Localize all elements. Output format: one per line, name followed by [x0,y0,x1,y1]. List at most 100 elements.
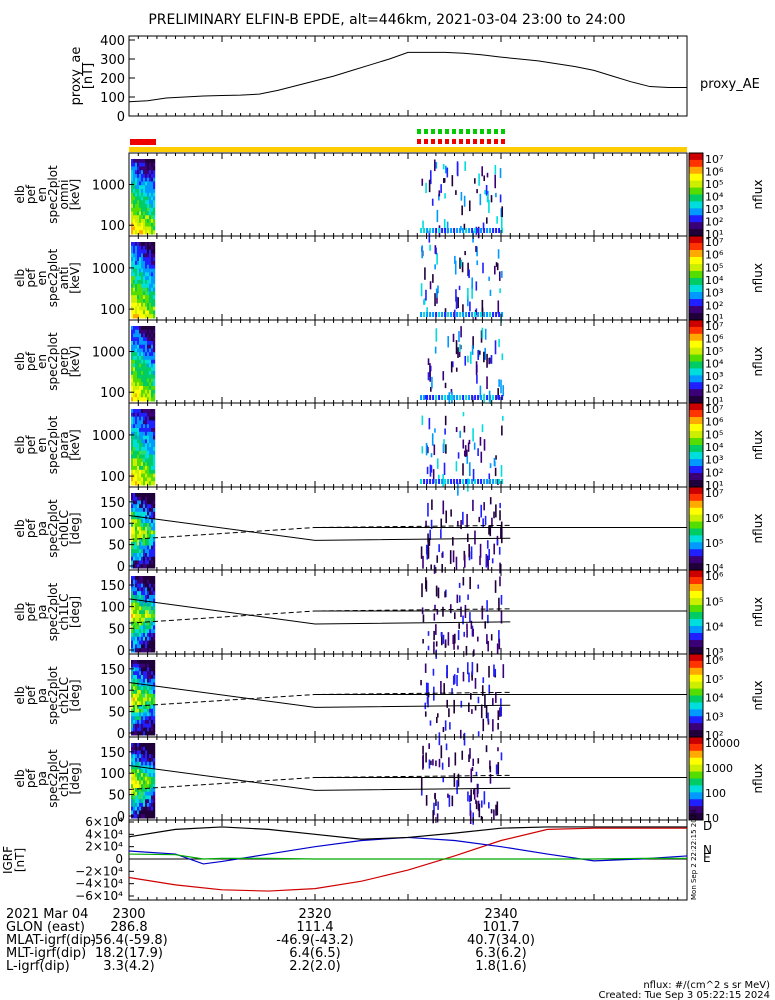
colorbar-tick-label: 10000 [705,737,740,750]
spectrogram-cell [147,204,150,209]
spectrogram-cell [135,614,138,619]
spectrogram-cell [149,610,152,615]
colorbar-tick-label: 10⁴ [705,274,724,287]
spectrogram-cell [149,727,152,732]
colorbar-tick-label: 10⁴ [705,358,724,371]
spectrogram-cell [145,526,148,531]
spectrogram-cell [141,810,144,815]
spectrogram-cell [133,219,136,224]
spectrogram-cell [137,598,140,604]
spectrogram-cell [145,189,148,194]
spectrogram-cell [145,610,148,615]
spectrogram-cell [145,511,148,516]
spectrogram-cell [139,705,142,710]
spectrogram-cell [149,791,152,796]
spectrogram-cell [145,784,148,789]
spectrogram-cell [145,686,148,691]
spectrogram-cell [133,477,136,482]
spectrogram-cell [131,636,134,642]
spectrogram-baseline-cell [480,479,483,484]
colorbar-cell [689,559,703,564]
spectrogram-sparse-cell [468,462,471,477]
spectrogram-cell [143,640,146,645]
spectrogram-cell [137,162,140,167]
spectrogram-cell [151,810,154,815]
spectrogram-cell [149,409,152,414]
spectrogram-cell [135,682,138,687]
spectrogram-cell [135,302,138,308]
spectrogram-cell [147,341,150,346]
spectrogram-cell [135,587,138,592]
spectrogram-sparse-cell [427,645,430,651]
spectrogram-sparse-cell [471,672,473,681]
spectrogram-cell [147,583,150,588]
spectrogram-cell [145,424,148,429]
colorbar-cell [689,750,703,755]
spectrogram-cell [131,170,134,175]
spectrogram-cell [135,795,138,800]
spectrogram-cell [133,264,136,270]
spectrogram-baseline-cell [423,312,426,317]
spectrogram-cell [139,454,142,459]
spectrogram-cell [149,587,152,592]
colorbar-cell [689,364,703,369]
colorbar-label-text: nflux [751,263,765,293]
spectrogram-cell [141,693,144,698]
spectrogram-cell [143,705,146,710]
spectrogram-cell [143,337,146,342]
spectrogram-sparse-cell [468,544,470,558]
spectrogram-cell [145,245,148,251]
spectrogram-sparse-cell [433,159,436,172]
spectrogram-cell [139,185,142,190]
spectrogram-sparse-cell [494,580,497,593]
spectrogram-cell [147,806,150,811]
spectrogram-cell [147,333,150,338]
spectrogram-cell [139,583,142,588]
spectrogram-cell [137,629,140,634]
colorbar-cell [689,232,703,237]
spectrogram-cell [133,504,136,509]
spectrogram-baseline-cell [438,479,441,484]
spectrogram-ylabel-line: pa [35,771,49,786]
spectrogram-cell [133,469,136,475]
colorbar-cell [689,709,703,714]
spectrogram-cell [135,697,138,702]
spectrogram-cell [133,712,136,717]
spectrogram-sparse-cell [493,457,496,467]
spectrogram-ylabel-line: pef [24,184,38,204]
spectrogram-cell [133,633,136,638]
spectrogram-sparse-cell [425,544,428,555]
spectrogram-cell [135,629,138,634]
spectrogram-cell [135,705,138,710]
spectrogram-cell [145,776,148,781]
spectrogram-sparse-cell [455,340,458,355]
spectrogram-ytick-label: 150 [100,746,125,761]
spectrogram-sparse-cell [481,685,484,696]
spectrogram-cell [131,776,134,781]
spectrogram-sparse-cell [484,694,486,708]
spectrogram-cell [153,268,156,273]
spectrogram-baseline-cell [468,228,471,233]
colorbar-cell [689,361,703,366]
spectrogram-cell [135,466,138,471]
spectrogram-cell [135,473,138,478]
spectrogram-cell [147,356,150,361]
proxy-ae-ylabel-line: proxy_ae [69,47,84,106]
spectrogram-cell [135,435,138,440]
spectrogram-sparse-cell [426,307,428,314]
colorbar-cell [689,781,703,786]
spectrogram-cell [139,731,142,736]
spectrogram-cell [153,249,156,254]
spectrogram-cell [141,302,144,308]
spectrogram-cell [147,629,150,634]
spectrogram-sparse-cell [496,539,499,545]
side-stamp: Mon Sep 2 22:22:15 2024 [690,809,698,900]
spectrogram-cell [147,162,150,167]
spectrogram-cell [143,743,146,748]
spectrogram-sparse-cell [468,754,470,762]
colorbar-tick-label: 10¹ [705,395,723,408]
spectrogram-cell [143,560,146,565]
spectrogram-cell [135,359,138,364]
spectrogram-cell [151,648,154,653]
